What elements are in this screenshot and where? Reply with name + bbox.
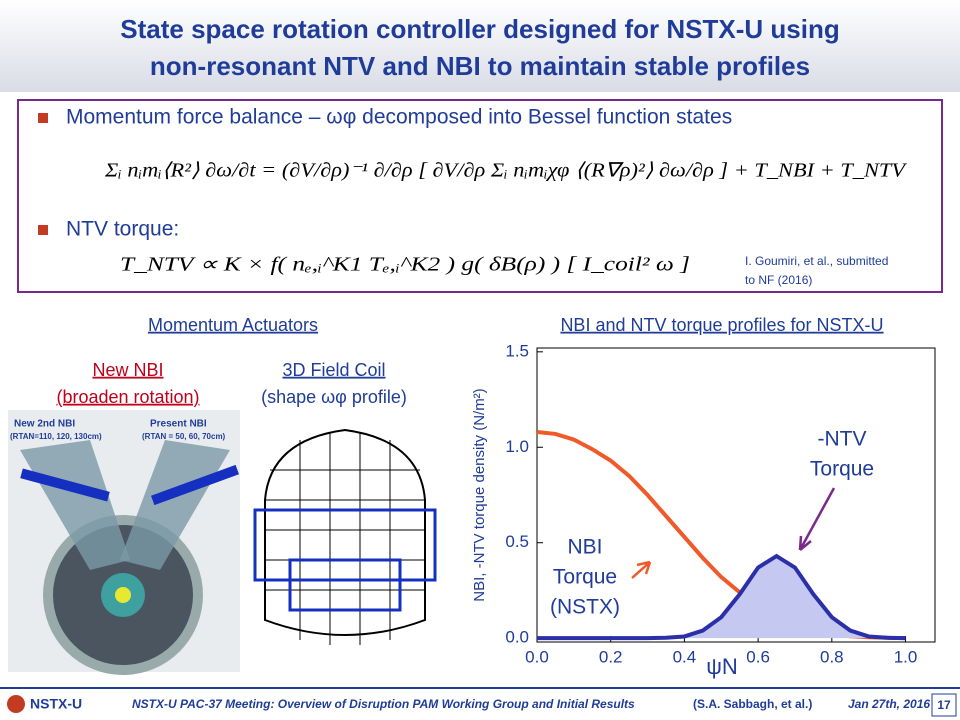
annotation: (NSTX) <box>550 596 620 619</box>
bullet <box>38 113 48 123</box>
annotation: Torque <box>553 566 617 589</box>
bullet-text: NTV torque: <box>66 218 179 241</box>
logo: NSTX-U <box>30 696 82 712</box>
logo-icon <box>7 695 25 713</box>
y-tick-label: 1.0 <box>505 437 529 456</box>
line <box>537 553 906 641</box>
annotation: NBI <box>567 536 602 559</box>
equation: Σᵢ nᵢmᵢ⟨R²⟩ ∂ω/∂t = (∂V/∂ρ)⁻¹ ∂/∂ρ [ ∂V/… <box>104 160 908 182</box>
heading: Momentum Actuators <box>148 315 318 335</box>
arrow <box>631 560 652 579</box>
annotation: -NTV <box>818 428 867 451</box>
coil-image <box>253 428 437 645</box>
area <box>537 556 906 639</box>
x-tick-label: 0.4 <box>673 647 697 666</box>
label: (shape ωφ profile) <box>261 387 407 407</box>
title: non-resonant NTV and NBI to maintain sta… <box>150 51 810 81</box>
y-axis-label: NBI, -NTV torque density (N/m²) <box>471 388 488 601</box>
equation: T_NTV ∝ K × f( nₑ,ᵢ^K1 Tₑ,ᵢ^K2 ) g( δB(ρ… <box>120 254 690 276</box>
y-tick-label: 0.5 <box>505 532 529 551</box>
footer-date: Jan 27th, 2016 <box>848 697 930 711</box>
equation-box <box>17 99 943 293</box>
y-tick-label: 0.0 <box>505 628 529 647</box>
label: 3D Field Coil <box>282 360 385 380</box>
page-number: 17 <box>937 698 951 712</box>
bullet <box>38 225 48 235</box>
image-label: New 2nd NBI <box>14 419 75 430</box>
label: (broaden rotation) <box>56 387 199 407</box>
image-label: Present NBI <box>150 419 207 430</box>
x-axis-label: ψN <box>706 654 738 679</box>
label: New NBI <box>92 360 163 380</box>
x-tick-label: 0.2 <box>599 647 623 666</box>
citation: to NF (2016) <box>745 273 812 287</box>
nbi-image: New 2nd NBI (RTAN=110, 120, 130cm) Prese… <box>8 410 240 675</box>
y-tick-label: 1.5 <box>505 341 529 360</box>
bullet-text: Momentum force balance – ωφ decomposed i… <box>66 106 732 129</box>
arrow <box>798 487 836 551</box>
x-tick-label: 0.8 <box>820 647 844 666</box>
chart-title: NBI and NTV torque profiles for NSTX-U <box>560 315 883 335</box>
footer-meeting: NSTX-U PAC-37 Meeting: Overview of Disru… <box>132 697 635 711</box>
header-band <box>0 0 960 92</box>
plot-area <box>536 347 936 643</box>
page-box <box>931 693 957 717</box>
image-label: (RTAN = 50, 60, 70cm) <box>142 432 226 441</box>
citation: I. Goumiri, et al., submitted <box>745 254 888 268</box>
x-tick-label: 0.6 <box>746 647 770 666</box>
chart: NBI and NTV torque profiles for NSTX-U 0.… <box>471 315 936 679</box>
annotation: Torque <box>810 458 874 481</box>
x-tick-label: 0.0 <box>525 647 549 666</box>
image-label: (RTAN=110, 120, 130cm) <box>10 432 102 441</box>
x-tick-label: 1.0 <box>894 647 918 666</box>
title: State space rotation controller designed… <box>120 14 839 44</box>
footer-author: (S.A. Sabbagh, et al.) <box>693 697 812 711</box>
